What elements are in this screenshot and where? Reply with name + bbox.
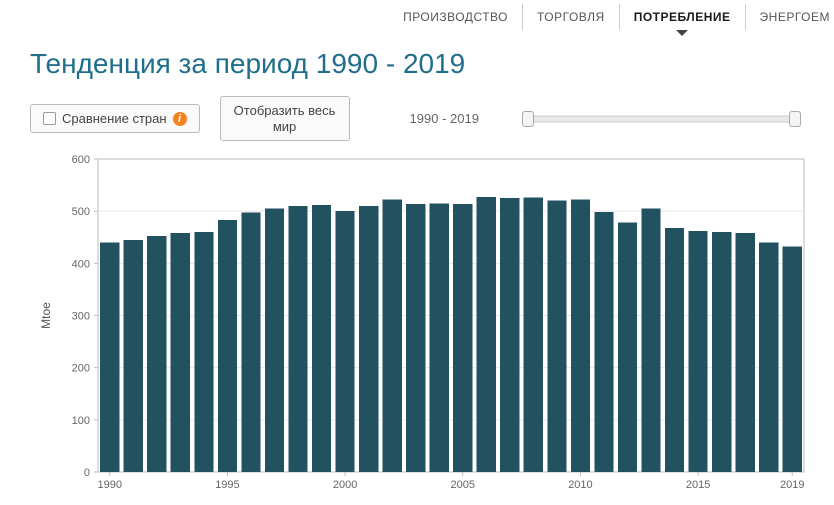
svg-text:1995: 1995 — [215, 479, 239, 491]
svg-text:2000: 2000 — [333, 479, 357, 491]
tab-consumption[interactable]: ПОТРЕБЛЕНИЕ — [620, 4, 746, 30]
bar — [335, 211, 354, 472]
bar — [571, 200, 590, 472]
bar — [288, 206, 307, 472]
slider-handle-left[interactable] — [522, 111, 534, 127]
bar — [500, 198, 519, 472]
svg-text:600: 600 — [72, 154, 90, 166]
page-title: Тенденция за период 1990 - 2019 — [30, 48, 834, 80]
bar — [759, 243, 778, 473]
bar — [712, 232, 731, 472]
bar — [241, 213, 260, 472]
svg-text:100: 100 — [72, 415, 90, 427]
bar — [312, 205, 331, 472]
svg-text:200: 200 — [72, 363, 90, 375]
chart-container: 0 100 200 300 400 500 600 Mtoe 1990 1995 2000 2005 2… — [30, 151, 814, 496]
year-slider[interactable] — [519, 112, 804, 126]
bar — [594, 212, 613, 472]
svg-text:2015: 2015 — [686, 479, 710, 491]
info-icon[interactable]: i — [173, 112, 187, 126]
show-world-label: Отобразить весь мир — [233, 103, 337, 134]
bar — [430, 204, 449, 473]
svg-text:2010: 2010 — [568, 479, 592, 491]
bar — [453, 204, 472, 472]
tab-trade[interactable]: ТОРГОВЛЯ — [523, 4, 620, 30]
nav-tabs: ПРОИЗВОДСТВО ТОРГОВЛЯ ПОТРЕБЛЕНИЕ ЭНЕРГО… — [0, 0, 834, 30]
tab-intensity[interactable]: ЭНЕРГОЕМ — [746, 4, 834, 30]
bar — [124, 240, 143, 472]
bar-chart: 0 100 200 300 400 500 600 Mtoe 1990 1995 2000 2005 2… — [30, 151, 814, 496]
bar — [665, 228, 684, 472]
bar — [736, 233, 755, 472]
range-label: 1990 - 2019 — [410, 111, 479, 126]
bar — [618, 223, 637, 472]
svg-text:Mtoe: Mtoe — [39, 302, 53, 329]
compare-countries-button[interactable]: Сравнение стран i — [30, 104, 200, 133]
svg-text:0: 0 — [84, 467, 90, 479]
svg-text:2005: 2005 — [451, 479, 475, 491]
bar — [100, 243, 119, 473]
bar — [547, 201, 566, 472]
bar — [265, 209, 284, 472]
svg-text:300: 300 — [72, 311, 90, 323]
controls-row: Сравнение стран i Отобразить весь мир 19… — [30, 96, 834, 141]
tab-production[interactable]: ПРОИЗВОДСТВО — [389, 4, 523, 30]
compare-checkbox[interactable] — [43, 112, 56, 125]
bar — [641, 209, 660, 472]
svg-text:500: 500 — [72, 206, 90, 218]
bar — [406, 204, 425, 472]
bar — [477, 197, 496, 472]
bar — [383, 200, 402, 472]
slider-handle-right[interactable] — [789, 111, 801, 127]
svg-text:2019: 2019 — [780, 479, 804, 491]
slider-track — [525, 115, 798, 122]
bar — [359, 206, 378, 472]
svg-text:1990: 1990 — [98, 479, 122, 491]
bar — [171, 233, 190, 472]
bar — [147, 236, 166, 472]
bar — [218, 220, 237, 472]
bar — [524, 198, 543, 472]
bar — [783, 247, 802, 472]
bar — [194, 232, 213, 472]
svg-text:400: 400 — [72, 259, 90, 271]
compare-label: Сравнение стран — [62, 111, 167, 126]
show-world-button[interactable]: Отобразить весь мир — [220, 96, 350, 141]
bar — [688, 231, 707, 472]
